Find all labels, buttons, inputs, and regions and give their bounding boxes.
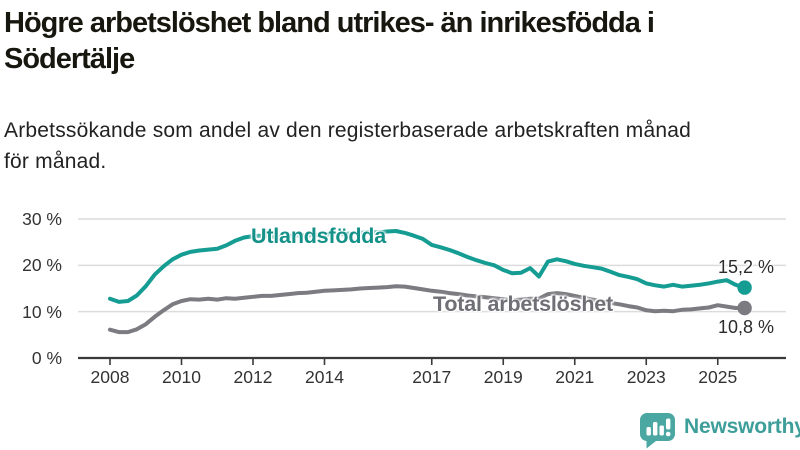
series-end-dot-1 (737, 300, 752, 316)
x-axis-tick-label: 2014 (305, 367, 344, 387)
series-label-utlandsfodda: Utlandsfödda (251, 224, 386, 248)
chart-subtitle: Arbetssökande som andel av den registerb… (4, 119, 691, 173)
logo-bar-medium (659, 425, 664, 436)
series-label-total-arbetsloshet: Total arbetslöshet (433, 292, 613, 316)
brand-footer: Newsworthy (639, 412, 800, 449)
brand-name: Newsworthy (684, 415, 800, 438)
series-end-dot-0 (737, 280, 752, 295)
x-axis-tick-label: 2019 (483, 367, 523, 387)
x-axis-tick-label: 2021 (555, 367, 595, 387)
logo-exclamation-dot (665, 431, 671, 437)
x-axis-tick-label: 2008 (90, 367, 130, 387)
series-line-0 (108, 229, 747, 304)
y-axis-tick-label: 10 % (22, 301, 62, 322)
x-axis-tick-label: 2012 (233, 367, 273, 387)
x-axis-tick-label: 2017 (412, 367, 452, 387)
y-axis-tick-label: 0 % (31, 348, 62, 368)
logo-exclamation-bar (666, 418, 671, 430)
y-axis-tick-label: 30 % (22, 209, 62, 229)
logo-speech-bubble (640, 413, 675, 449)
end-value-label-total-arbetsloshet: 10,8 % (717, 317, 774, 337)
x-axis-tick-label: 2010 (162, 367, 201, 387)
logo-bar-short (646, 427, 651, 436)
x-axis-tick-label: 2025 (698, 367, 738, 387)
logo-bar-tall (653, 422, 658, 436)
x-axis-tick-label: 2023 (626, 367, 666, 387)
series-line-1 (108, 284, 747, 335)
newsworthy-logo-icon (640, 413, 675, 449)
chart-title: Högre arbetslöshet bland utrikes- än inr… (4, 7, 655, 75)
end-value-label-utlandsfodda: 15,2 % (717, 257, 774, 277)
y-axis-tick-label: 20 % (22, 255, 62, 276)
